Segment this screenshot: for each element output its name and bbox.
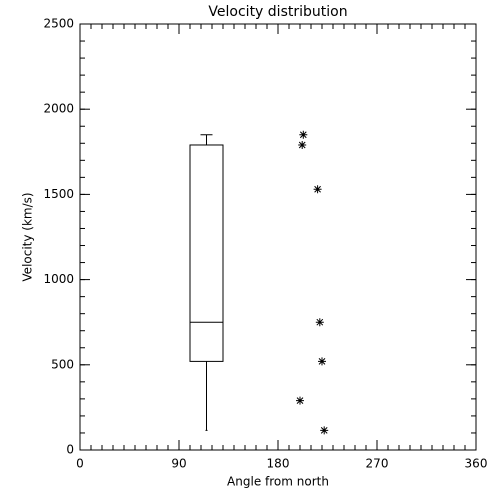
point (299, 130, 308, 139)
x-tick-label: 360 (465, 457, 488, 471)
chart-title: Velocity distribution (208, 4, 347, 20)
y-tick-label: 1500 (43, 187, 74, 201)
y-tick-label: 2000 (43, 102, 74, 116)
point (298, 140, 307, 149)
x-tick-label: 0 (76, 457, 84, 471)
x-tick-label: 270 (366, 457, 389, 471)
x-axis-label: Angle from north (227, 475, 329, 489)
y-axis-label: Velocity (km/s) (21, 192, 35, 281)
x-tick-label: 90 (171, 457, 186, 471)
y-tick-label: 500 (51, 357, 74, 371)
point (318, 357, 326, 366)
x-tick-label: 180 (267, 457, 290, 471)
point (320, 426, 329, 435)
point (315, 318, 324, 327)
y-tick-label: 1000 (43, 272, 74, 286)
point (313, 185, 322, 194)
y-tick-label: 2500 (43, 17, 74, 31)
y-tick-label: 0 (66, 443, 74, 457)
point (296, 396, 304, 405)
